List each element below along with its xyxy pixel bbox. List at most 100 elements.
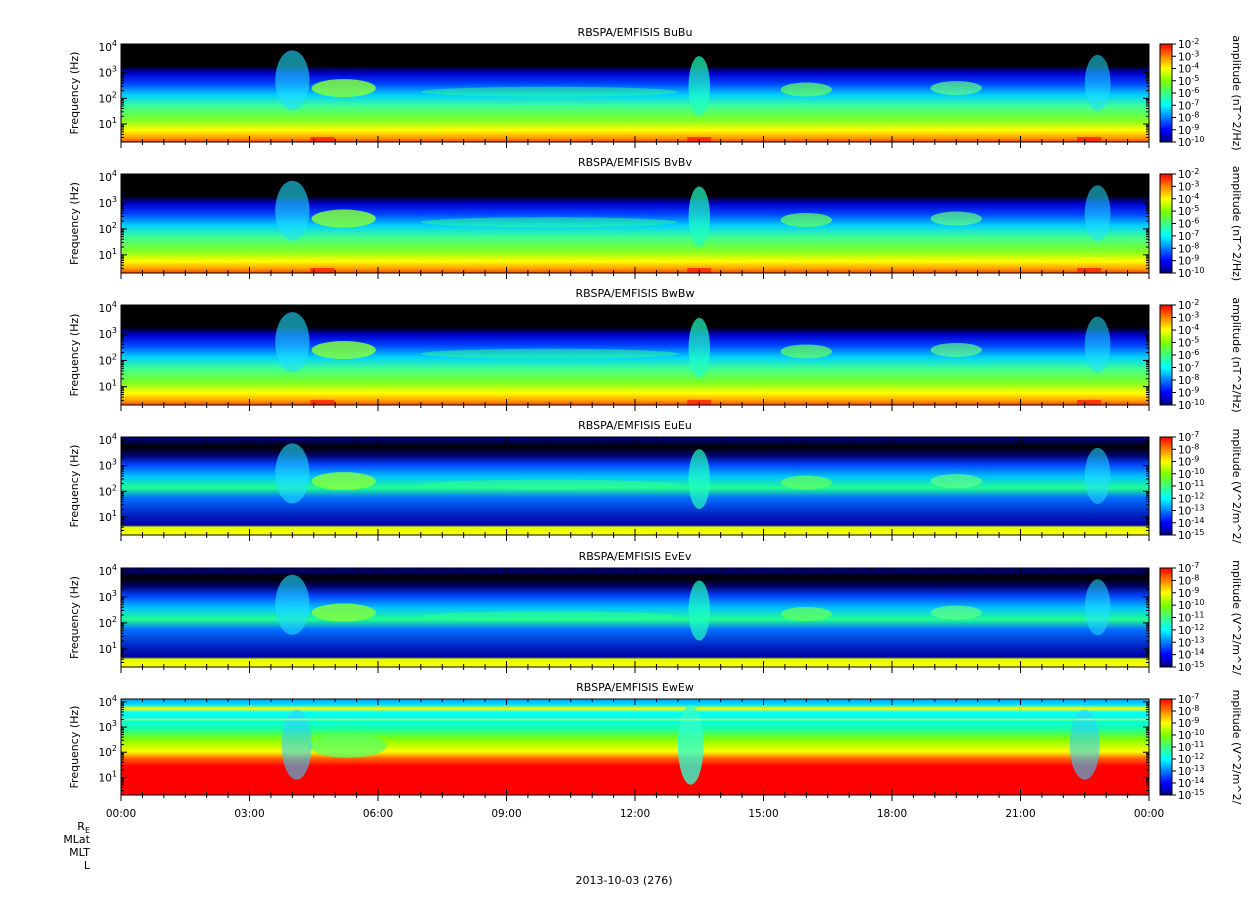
y-axis-label: Frequency (Hz): [68, 576, 81, 659]
x-tick-label: 09:00: [491, 808, 521, 820]
colorbar-tick-label: 10-6: [1178, 217, 1199, 231]
colorbar-tick-label: 10-4: [1178, 62, 1199, 76]
y-tick-label: 102: [99, 352, 117, 367]
colorbar-tick-label: 10-5: [1178, 204, 1199, 218]
y-tick-label: 103: [99, 589, 117, 604]
y-tick-label: 102: [99, 221, 117, 236]
y-tick-label: 103: [99, 65, 117, 80]
colorbar-tick-label: 10-7: [1178, 229, 1199, 243]
panel-title: RBSPA/EMFISIS BuBu: [578, 26, 693, 39]
colorbar-tick-label: 10-5: [1178, 74, 1199, 88]
colorbar-tick-label: 10-10: [1178, 135, 1204, 149]
colorbar-tick-label: 10-9: [1178, 455, 1199, 469]
x-tick-label: 00:00: [1134, 808, 1164, 820]
colorbar-tick-label: 10-14: [1178, 648, 1204, 662]
spectrogram-image: [121, 437, 1149, 535]
colorbar-tick-label: 10-15: [1178, 528, 1204, 542]
y-tick-label: 104: [99, 694, 117, 709]
colorbar-tick-label: 10-11: [1178, 479, 1204, 493]
colorbar-tick-label: 10-3: [1178, 311, 1199, 325]
colorbar-tick-label: 10-11: [1178, 611, 1204, 625]
colorbar-tick-label: 10-10: [1178, 266, 1204, 280]
colorbar-tick-label: 10-3: [1178, 49, 1199, 63]
colorbar-tick-label: 10-2: [1178, 37, 1199, 51]
panel-title: RBSPA/EMFISIS EuEu: [578, 419, 692, 432]
y-tick-label: 102: [99, 615, 117, 630]
colorbar-tick-label: 10-10: [1178, 467, 1204, 481]
y-tick-label: 101: [99, 116, 117, 131]
y-axis-label: Frequency (Hz): [68, 706, 81, 789]
y-axis: 101 102 103 104: [99, 39, 1149, 143]
panel-title: RBSPA/EMFISIS BwBw: [576, 287, 695, 300]
y-tick-label: 104: [99, 39, 117, 54]
colorbar-tick-label: 10-7: [1178, 430, 1199, 444]
x-axis: [120, 437, 1150, 541]
y-axis-label: Frequency (Hz): [68, 314, 81, 397]
y-tick-label: 104: [99, 300, 117, 315]
colorbar-tick-label: 10-15: [1178, 660, 1204, 674]
colorbar-tick-label: 10-14: [1178, 516, 1204, 530]
colorbar-tick-label: 10-8: [1178, 704, 1199, 718]
panel-2: RBSPA/EMFISIS BvBv 101 102 103 104 Frequency …: [68, 156, 1243, 281]
colorbar-tick-label: 10-14: [1178, 776, 1204, 790]
ephem-l-label: L: [83, 859, 90, 872]
colorbar-tick-label: 10-10: [1178, 398, 1204, 412]
colorbar-label: mplitude (V^2/m^2/: [1230, 429, 1243, 544]
colorbar-tick-label: 10-10: [1178, 598, 1204, 612]
colorbar-tick-label: 10-3: [1178, 179, 1199, 193]
colorbar-tick-label: 10-12: [1178, 623, 1204, 637]
spectrogram-image: [121, 699, 1149, 795]
colorbar-tick-label: 10-9: [1178, 123, 1199, 137]
colorbar-tick-label: 10-13: [1178, 764, 1204, 778]
x-axis: [120, 174, 1150, 279]
y-tick-label: 103: [99, 458, 117, 473]
panel-title: RBSPA/EMFISIS EvEv: [579, 550, 692, 563]
panel-4: RBSPA/EMFISIS EuEu 101 102 103 104 Frequency …: [68, 419, 1243, 544]
colorbar-tick-label: 10-7: [1178, 561, 1199, 575]
y-tick-label: 101: [99, 769, 117, 784]
colorbar-tick-label: 10-12: [1178, 491, 1204, 505]
colorbar-tick-label: 10-13: [1178, 635, 1204, 649]
colorbar: 10-210-310-410-510-610-710-810-910-10 amp…: [1159, 35, 1243, 151]
panel-3: RBSPA/EMFISIS BwBw 101 102 103 104 Frequency …: [68, 287, 1243, 413]
colorbar-tick-label: 10-11: [1178, 740, 1204, 754]
spectrogram-image: [121, 174, 1149, 273]
panel-title: RBSPA/EMFISIS EwEw: [576, 681, 694, 694]
panel-1: RBSPA/EMFISIS BuBu 101 102 103 104 Frequency …: [68, 26, 1243, 151]
colorbar-tick-label: 10-2: [1178, 298, 1199, 312]
y-tick-label: 101: [99, 247, 117, 262]
y-tick-label: 101: [99, 641, 117, 656]
colorbar-tick-label: 10-6: [1178, 348, 1199, 362]
y-tick-label: 102: [99, 744, 117, 759]
x-tick-label: 12:00: [620, 808, 650, 820]
colorbar-label: amplitude (nT^2/Hz): [1230, 297, 1243, 412]
spectrogram-image: [121, 305, 1149, 405]
y-axis: 101 102 103 104: [99, 694, 1149, 796]
y-axis: 101 102 103 104: [99, 169, 1149, 274]
colorbar-tick-label: 10-8: [1178, 442, 1199, 456]
colorbar-tick-label: 10-9: [1178, 586, 1199, 600]
y-tick-label: 103: [99, 195, 117, 210]
y-tick-label: 104: [99, 563, 117, 578]
x-tick-label: 15:00: [748, 808, 778, 820]
ephem-mlt-label: MLT: [69, 846, 90, 859]
y-axis: 101 102 103 104: [99, 300, 1149, 406]
x-tick-label: 18:00: [877, 808, 907, 820]
ephem-re-label: RE: [77, 820, 90, 836]
y-axis: 101 102 103 104: [99, 432, 1149, 536]
colorbar-tick-label: 10-15: [1178, 788, 1204, 802]
colorbar-tick-label: 10-7: [1178, 361, 1199, 375]
x-axis: [120, 305, 1150, 411]
colorbar-tick-label: 10-6: [1178, 86, 1199, 100]
spectrogram-image: [121, 568, 1149, 667]
colorbar-tick-label: 10-8: [1178, 111, 1199, 125]
spectrogram-image: [121, 44, 1149, 142]
y-axis-label: Frequency (Hz): [68, 182, 81, 265]
y-tick-label: 103: [99, 326, 117, 341]
y-tick-label: 101: [99, 509, 117, 524]
date-label: 2013-10-03 (276): [575, 874, 673, 887]
colorbar-tick-label: 10-7: [1178, 98, 1199, 112]
ephem-mlat-label: MLat: [63, 833, 90, 846]
colorbar-tick-label: 10-5: [1178, 336, 1199, 350]
